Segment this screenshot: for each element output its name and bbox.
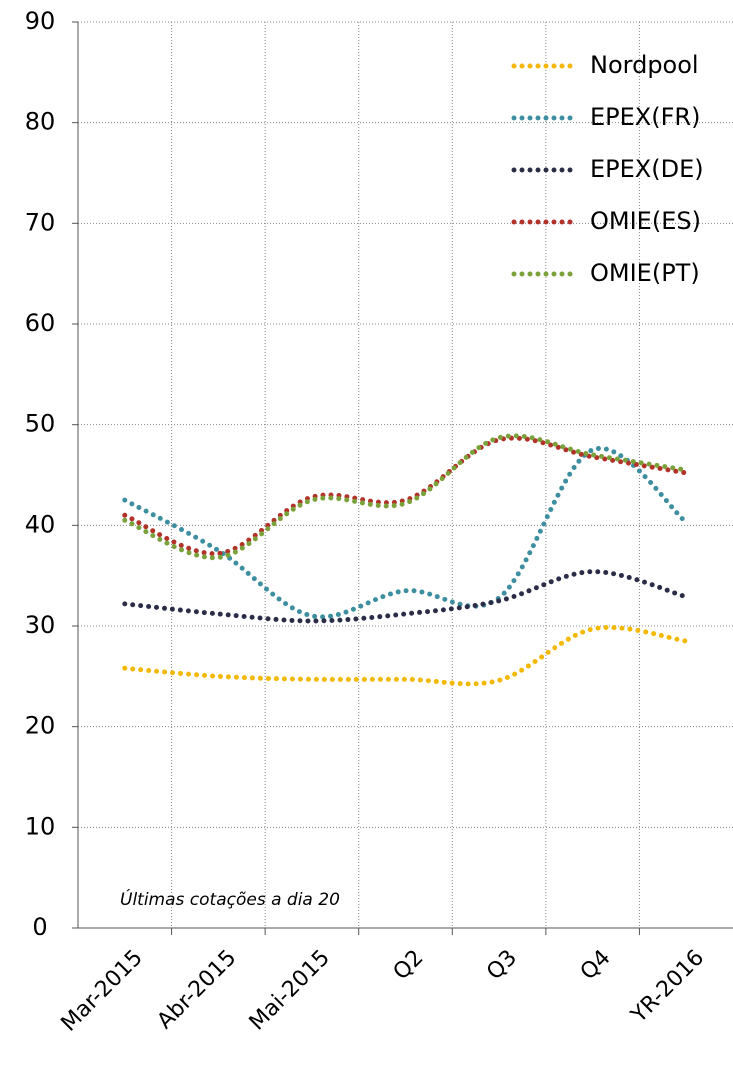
x-tick-label: Q4 [576, 945, 616, 985]
y-tick-label: 20 [25, 712, 56, 740]
x-tick-label: YR-2016 [626, 945, 709, 1028]
legend-label: OMIE(PT) [590, 259, 700, 287]
legend-label: EPEX(FR) [590, 103, 700, 131]
y-tick-label: 50 [25, 410, 56, 438]
series-line [122, 435, 689, 557]
legend-label: OMIE(ES) [590, 207, 701, 235]
series-line [122, 569, 689, 624]
legend-label: EPEX(DE) [590, 155, 704, 183]
y-tick-label: 60 [25, 309, 56, 337]
x-tick-label: Mar-2015 [57, 945, 148, 1036]
y-tick-label: 30 [25, 611, 56, 639]
x-tick-label: Q2 [389, 945, 429, 985]
y-tick-label: 70 [25, 208, 56, 236]
x-tick-label: Q3 [482, 945, 522, 985]
series-line [122, 433, 689, 561]
y-tick-label: 40 [25, 510, 56, 538]
y-tick-label: 0 [32, 913, 47, 941]
y-tick-label: 90 [25, 7, 56, 35]
y-tick-label: 10 [25, 812, 56, 840]
x-tick-label: Abr-2015 [153, 945, 242, 1034]
series-line [122, 445, 689, 620]
annotation: Últimas cotações a dia 20 [120, 888, 340, 910]
x-tick-label: Mai-2015 [245, 945, 335, 1035]
legend-label: Nordpool [590, 51, 699, 79]
series-line [122, 625, 689, 687]
y-tick-label: 80 [25, 108, 56, 136]
